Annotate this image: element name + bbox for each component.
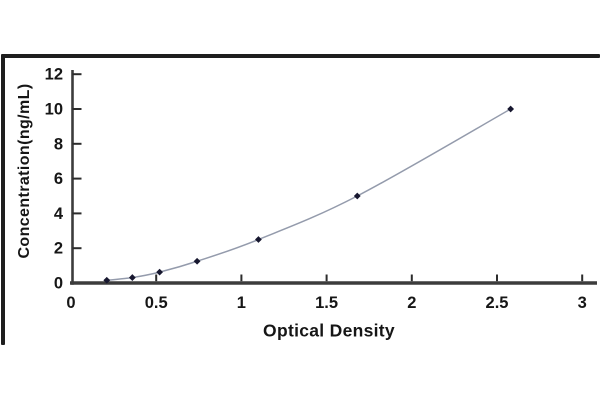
x-tick-label: 0	[66, 294, 75, 312]
x-tick-label: 1.5	[315, 294, 338, 312]
data-point-marker	[156, 268, 164, 276]
data-point-marker	[103, 276, 111, 284]
y-tick-label: 12	[45, 66, 63, 84]
x-tick-label: 0.5	[145, 294, 168, 312]
x-tick-label: 3	[578, 294, 587, 312]
y-tick-label: 0	[54, 275, 63, 293]
x-tick-label: 2	[407, 294, 416, 312]
standard-curve-line	[106, 108, 512, 282]
frame-border-top	[2, 54, 600, 58]
x-tick-label: 1	[237, 294, 246, 312]
frame-border-left	[1, 54, 5, 345]
data-point-marker	[193, 257, 201, 265]
data-point-marker	[255, 236, 262, 243]
y-tick-label: 8	[54, 135, 63, 153]
data-point-marker	[353, 192, 361, 200]
y-tick-label: 2	[54, 240, 63, 258]
data-point-marker	[128, 274, 136, 281]
y-tick-label: 4	[54, 205, 64, 223]
x-tick-label: 2.5	[486, 294, 509, 312]
y-tick-label: 6	[54, 170, 63, 188]
x-axis-title: Optical Density	[263, 320, 395, 341]
data-point-marker	[507, 105, 515, 113]
y-axis-title: Concentration(ng/mL)	[16, 83, 33, 259]
y-tick-label: 10	[45, 101, 63, 119]
